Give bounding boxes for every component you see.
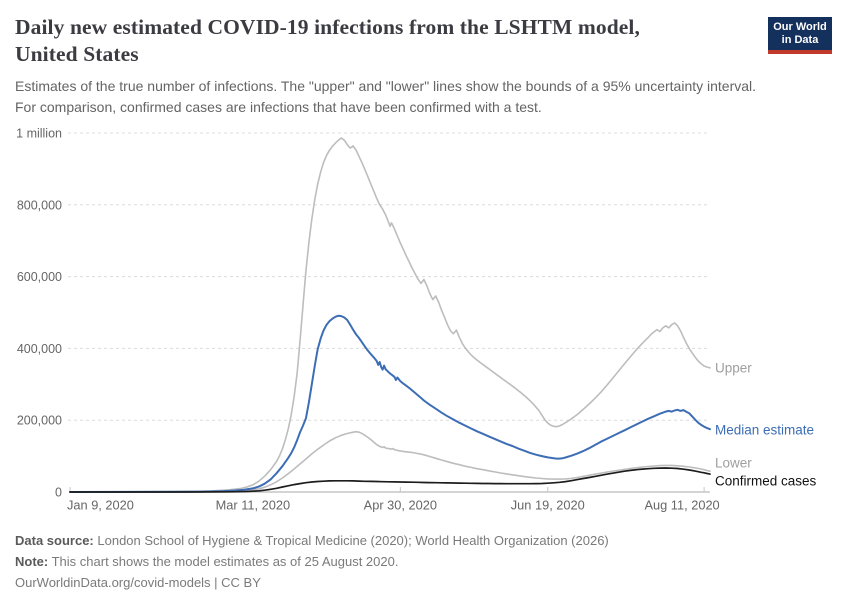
x-tick-label-Jan 9, 2020: Jan 9, 2020 [67, 498, 134, 513]
credit-line: OurWorldinData.org/covid-models | CC BY [15, 575, 261, 590]
series-line-upper [69, 137, 711, 493]
y-tick-label-600,000: 600,000 [17, 270, 62, 284]
y-tick-label-0: 0 [55, 486, 62, 500]
data-source-label: Data source: [15, 533, 94, 548]
note-text: This chart shows the model estimates as … [51, 554, 399, 569]
series-labels: Upper Lower Median estimate Confirmed cases [715, 361, 817, 489]
title-line-2: United States [15, 42, 139, 66]
data-source-text: London School of Hygiene & Tropical Medi… [97, 533, 609, 548]
series-label-upper: Upper [715, 361, 752, 376]
x-tick-label-Mar 11, 2020: Mar 11, 2020 [216, 498, 290, 513]
x-axis-labels: Jan 9, 2020 Mar 11, 2020 Apr 30, 2020 Jun 1… [67, 498, 720, 513]
data-source-line: Data source: London School of Hygiene & … [15, 530, 835, 551]
logo-line-2: in Data [781, 34, 819, 46]
note-line: Note: This chart shows the model estimat… [15, 551, 835, 572]
note-label: Note: [15, 554, 49, 569]
subtitle-line-2: For comparison, confirmed cases are infe… [15, 99, 542, 115]
series-line-median-estimate [69, 314, 711, 493]
series-label-median-estimate: Median estimate [715, 423, 814, 438]
series-label-confirmed-cases: Confirmed cases [715, 474, 817, 489]
series-line-confirmed-cases [69, 467, 711, 493]
x-tick-label-Aug 11, 2020: Aug 11, 2020 [644, 498, 719, 513]
subtitle-line-1: Estimates of the true number of infectio… [15, 78, 757, 94]
y-tick-label-200,000: 200,000 [17, 414, 62, 428]
page-title: Daily new estimated COVID-19 infections … [15, 14, 755, 68]
y-tick-label-400,000: 400,000 [17, 342, 62, 356]
series-line-lower [69, 430, 711, 493]
chart-footer: Data source: London School of Hygiene & … [15, 530, 835, 593]
x-tick-label-Apr 30, 2020: Apr 30, 2020 [364, 498, 437, 513]
chart-subtitle: Estimates of the true number of infectio… [15, 76, 835, 118]
series-lines [69, 137, 711, 493]
line-chart-canvas: 0 200,000 400,000 600,000 800,000 1 million Ja… [16, 127, 817, 513]
chart-area: 0 200,000 400,000 600,000 800,000 1 million Ja… [0, 118, 850, 518]
title-line-1: Daily new estimated COVID-19 infections … [15, 15, 640, 39]
gridlines [68, 132, 710, 493]
series-label-lower: Lower [715, 456, 752, 471]
chart-header: Daily new estimated COVID-19 infections … [0, 0, 850, 118]
x-tick-label-Jun 19, 2020: Jun 19, 2020 [511, 498, 585, 513]
y-axis-labels: 0 200,000 400,000 600,000 800,000 1 million [16, 127, 62, 500]
y-tick-label-1 million: 1 million [16, 127, 62, 141]
owid-logo: Our World in Data [768, 17, 832, 54]
logo-line-1: Our World [773, 21, 827, 33]
y-tick-label-800,000: 800,000 [17, 198, 62, 212]
